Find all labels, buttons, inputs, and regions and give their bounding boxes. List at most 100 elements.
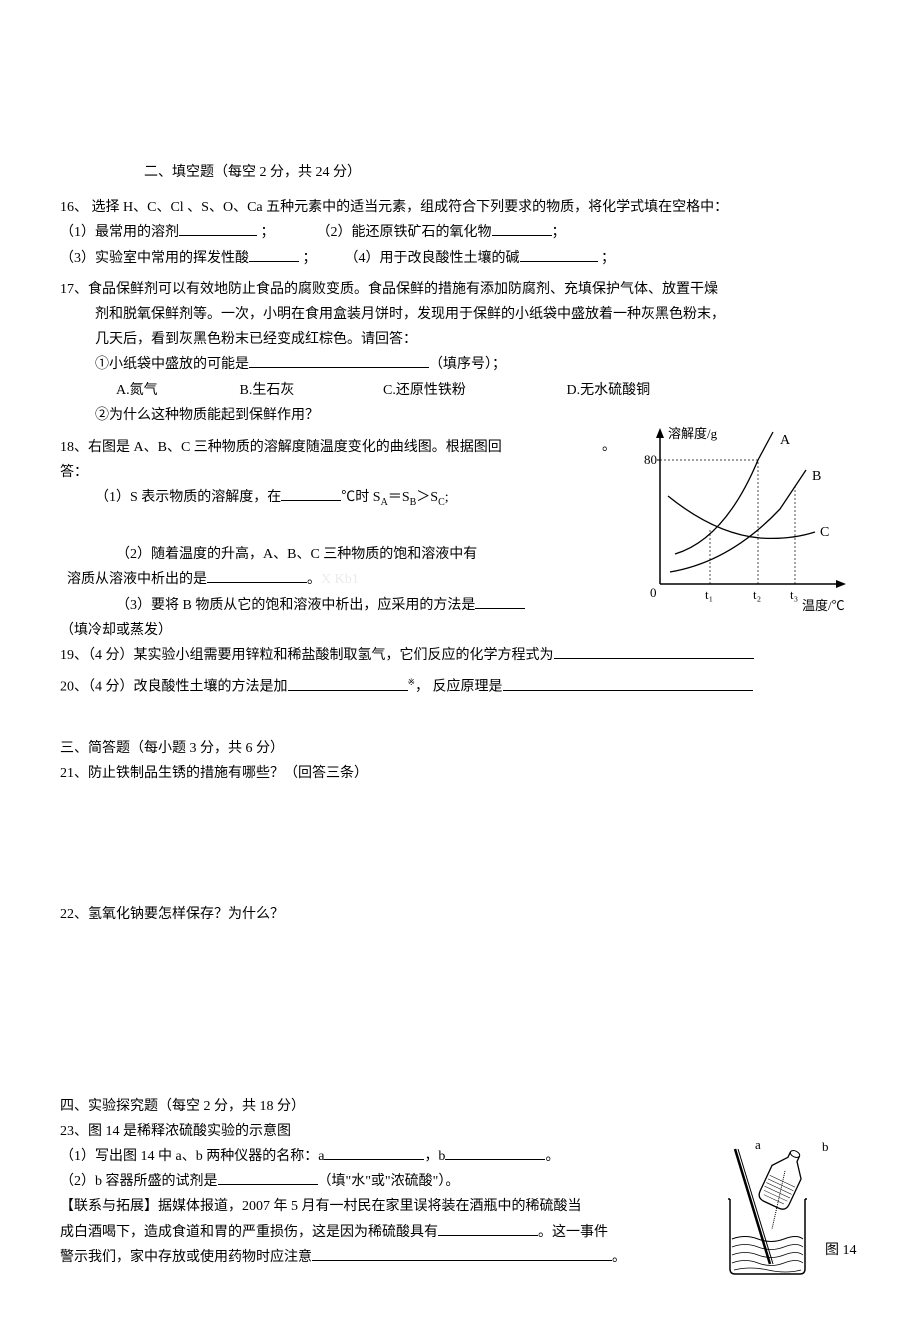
svg-text:溶解度/g: 溶解度/g [668, 426, 718, 441]
q18-line1: 18、右图是 A、B、C 三种物质的溶解度随温度变化的曲线图。根据图回 [60, 435, 620, 460]
q23-sub2-b: （填"水"或"浓硫酸"）。 [318, 1174, 460, 1189]
q16-sub2-label: （2）能还原铁矿石的氧化物 [317, 225, 492, 240]
q18-sub2: （2）随着温度的升高，A、B、C 三种物质的饱和溶液中有 [60, 542, 620, 567]
q23-sub1-blank-a [324, 1146, 424, 1160]
svg-text:b: b [822, 1139, 829, 1154]
q23-ext2: 成白酒喝下，造成食道和胃的严重损伤，这是因为稀硫酸具有 。这一事件 [60, 1220, 700, 1245]
q22: 22、氢氧化钠要怎样保存？为什么？ [60, 902, 860, 927]
q17-options: A.氮气 B.生石灰 C.还原性铁粉 D.无水硫酸铜 [60, 378, 860, 403]
q23-ext2-blank [438, 1222, 538, 1236]
q18-sub2-line2-text: 溶质从溶液中析出的是 [67, 572, 207, 587]
svg-text:t₁: t₁ [705, 587, 713, 602]
q18-sub2-blank [207, 569, 307, 583]
q18-watermark: X Kb1 [321, 572, 359, 587]
svg-text:t₂: t₂ [753, 587, 761, 602]
q23-ext3-blank [312, 1247, 612, 1261]
q16: 16、 选择 H、C、Cl 、S、O、Ca 五种元素中的适当元素，组成符合下列要… [60, 195, 860, 271]
q18-gt: ＞S [416, 490, 438, 505]
q18-sub1: （1）S 表示物质的溶解度，在℃时 SA＝SB＞SC; [60, 485, 620, 512]
svg-text:B: B [812, 469, 821, 484]
q17-sub1-text: ①小纸袋中盛放的可能是 [95, 357, 249, 372]
q20-blank2 [503, 677, 753, 691]
q17-sub1-blank [249, 354, 429, 368]
q23-sub2-blank [218, 1171, 318, 1185]
q17: 17、食品保鲜剂可以有效地防止食品的腐败变质。食品保鲜的措施有添加防腐剂、充填保… [60, 277, 860, 428]
q16-sub3-suffix: ； [299, 251, 317, 266]
q17-line3: 几天后，看到灰黑色粉末已经变成红棕色。请回答： [60, 327, 860, 352]
q16-sub4-suffix: ； [598, 251, 616, 266]
q16-sub2-suffix: ； [552, 225, 566, 240]
svg-text:C: C [820, 525, 829, 540]
q16-sub1-label: （1）最常用的溶剂 [60, 225, 179, 240]
q18-sc: C [438, 497, 445, 508]
q16-stem: 16、 选择 H、C、Cl 、S、O、Ca 五种元素中的适当元素，组成符合下列要… [60, 195, 860, 220]
q23: 23、图 14 是稀释浓硫酸实验的示意图 （1）写出图 14 中 a、b 两种仪… [60, 1119, 860, 1270]
q16-sub3-blank [249, 248, 299, 262]
q17-opt-c: C.还原性铁粉 [383, 378, 563, 403]
q23-ext3-a: 警示我们，家中存放或使用药物时应注意 [60, 1250, 312, 1265]
q18-sub3-line2: （填冷却或蒸发） [60, 618, 620, 643]
dilution-figure: a b [700, 1139, 880, 1289]
q17-line2: 剂和脱氧保鲜剂等。一次，小明在食用盒装月饼时，发现用于保鲜的小纸袋中盛放着一种灰… [60, 302, 860, 327]
q23-sub1-a: （1）写出图 14 中 a、b 两种仪器的名称：a [60, 1149, 324, 1164]
q16-sub4-blank [520, 248, 598, 262]
q18-sub1-mid: ℃时 S [341, 490, 380, 505]
q18-line2: 答： [60, 460, 620, 485]
q18-sub1-text: （1）S 表示物质的溶解度，在 [95, 490, 281, 505]
q16-row1: （1）最常用的溶剂 ； （2）能还原铁矿石的氧化物 ； [60, 220, 860, 245]
q21: 21、防止铁制品生锈的措施有哪些？（回答三条） [60, 761, 860, 786]
q23-sub1-end: 。 [545, 1149, 559, 1164]
q17-opt-d: D.无水硫酸铜 [567, 378, 651, 403]
q16-sub4-label: （4）用于改良酸性土壤的碱 [345, 251, 520, 266]
chart-ytick: 80 [644, 452, 657, 467]
q16-sub1-blank [179, 222, 257, 236]
svg-text:A: A [780, 433, 791, 448]
q23-sub1-blank-b [445, 1146, 545, 1160]
section-3-header: 三、简答题（每小题 3 分，共 6 分） [60, 736, 860, 761]
q17-sub1: ①小纸袋中盛放的可能是 （填序号）； [60, 352, 860, 377]
svg-text:温度/℃: 温度/℃ [802, 598, 845, 613]
q23-sub2-a: （2）b 容器所盛的试剂是 [60, 1174, 218, 1189]
svg-text:图 14: 图 14 [825, 1243, 857, 1258]
q20-text-b: ， 反应原理是 [415, 680, 503, 695]
q16-sub1-suffix: ； [257, 225, 275, 240]
q18-sub3-text: （3）要将 B 物质从它的饱和溶液中析出，应采用的方法是 [116, 598, 475, 613]
q23-ext1: 【联系与拓展】据媒体报道，2007 年 5 月有一村民在家里误将装在酒瓶中的稀硫… [60, 1194, 700, 1219]
q23-sub1-b: ，b [424, 1149, 445, 1164]
q17-line1: 17、食品保鲜剂可以有效地防止食品的腐败变质。食品保鲜的措施有添加防腐剂、充填保… [60, 277, 860, 302]
q20-blank1 [288, 677, 408, 691]
q19-text: 19、（4 分）某实验小组需要用锌粒和稀盐酸制取氢气，它们反应的化学方程式为 [60, 648, 554, 663]
q18-sub3-blank [475, 595, 525, 609]
svg-text:t₃: t₃ [790, 587, 798, 602]
q20-text-a: 20、（4 分）改良酸性土壤的方法是加 [60, 680, 288, 695]
q18-sub1-blank [281, 487, 341, 501]
q17-opt-b: B.生石灰 [240, 378, 380, 403]
q19-blank [554, 645, 754, 659]
q18-sa: A [381, 497, 388, 508]
q18-sub1-end: ; [445, 490, 449, 505]
q19: 19、（4 分）某实验小组需要用锌粒和稀盐酸制取氢气，它们反应的化学方程式为 [60, 643, 860, 668]
q23-sub1: （1）写出图 14 中 a、b 两种仪器的名称：a ，b 。 [60, 1144, 700, 1169]
q23-ext2-b: 。这一事件 [538, 1225, 608, 1240]
q18: 。 18、右图是 A、B、C 三种物质的溶解度随温度变化的曲线图。根据图回 答：… [60, 434, 860, 643]
q18-sub2-line2: 溶质从溶液中析出的是 。X Kb1 [60, 567, 620, 592]
section-2-header: 二、填空题（每空 2 分，共 24 分） [60, 160, 860, 185]
q16-sub3-label: （3）实验室中常用的挥发性酸 [60, 251, 249, 266]
q17-sub1-suffix: （填序号）； [429, 357, 506, 372]
q18-eq: ＝S [388, 490, 410, 505]
q17-opt-a: A.氮气 [116, 378, 236, 403]
q23-ext2-a: 成白酒喝下，造成食道和胃的严重损伤，这是因为稀硫酸具有 [60, 1225, 438, 1240]
svg-text:0: 0 [650, 585, 657, 600]
q23-ext3: 警示我们，家中存放或使用药物时应注意。 [60, 1245, 700, 1270]
q20: 20、（4 分）改良酸性土壤的方法是加 ※， 反应原理是 [60, 674, 860, 700]
section-4-header: 四、实验探究题（每空 2 分，共 18 分） [60, 1094, 860, 1119]
q18-sub3: （3）要将 B 物质从它的饱和溶液中析出，应采用的方法是 [60, 593, 620, 618]
q16-row2: （3）实验室中常用的挥发性酸 ； （4）用于改良酸性土壤的碱 ； [60, 246, 860, 271]
q18-sub2-end: 。 [307, 572, 321, 587]
q23-line1: 23、图 14 是稀释浓硫酸实验的示意图 [60, 1119, 700, 1144]
solubility-chart: 80 溶解度/g 温度/℃ 0 A B C t₁ t₂ t₃ [630, 424, 860, 614]
q23-sub2: （2）b 容器所盛的试剂是 （填"水"或"浓硫酸"）。 [60, 1169, 700, 1194]
q16-sub2-blank [492, 222, 552, 236]
q20-footnote-mark: ※ [408, 677, 416, 687]
svg-text:a: a [755, 1139, 761, 1152]
